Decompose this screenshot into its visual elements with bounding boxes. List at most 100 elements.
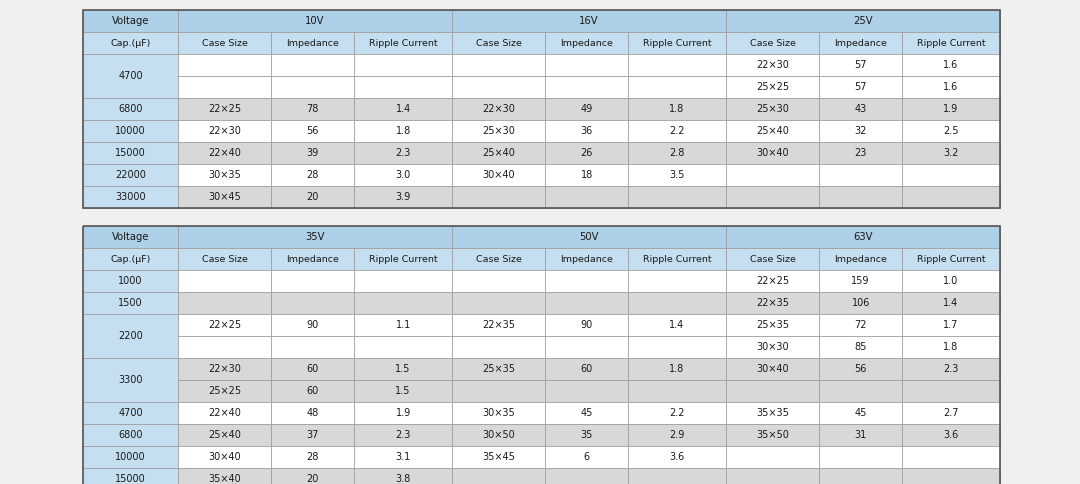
Bar bbox=[629, 98, 726, 120]
Text: 28: 28 bbox=[307, 170, 319, 180]
Bar bbox=[820, 468, 902, 484]
Bar bbox=[354, 142, 453, 164]
Text: 60: 60 bbox=[307, 386, 319, 396]
Text: Impedance: Impedance bbox=[834, 255, 887, 263]
Bar bbox=[902, 424, 1000, 446]
Text: 1.5: 1.5 bbox=[395, 364, 410, 374]
Text: Ripple Current: Ripple Current bbox=[643, 255, 712, 263]
Bar bbox=[453, 54, 545, 76]
Bar bbox=[354, 120, 453, 142]
Bar bbox=[629, 446, 726, 468]
Text: 31: 31 bbox=[854, 430, 867, 440]
Bar bbox=[453, 402, 545, 424]
Bar bbox=[178, 120, 271, 142]
Bar bbox=[453, 292, 545, 314]
Bar bbox=[820, 186, 902, 208]
Text: 30×40: 30×40 bbox=[756, 364, 789, 374]
Bar bbox=[453, 10, 726, 32]
Bar bbox=[83, 248, 178, 270]
Text: Impedance: Impedance bbox=[561, 255, 613, 263]
Bar bbox=[83, 186, 178, 208]
Bar bbox=[902, 270, 1000, 292]
Text: 20: 20 bbox=[307, 474, 319, 484]
Bar bbox=[271, 54, 354, 76]
Text: 2.2: 2.2 bbox=[670, 408, 685, 418]
Text: Case Size: Case Size bbox=[202, 255, 247, 263]
Bar bbox=[178, 54, 271, 76]
Bar bbox=[545, 336, 629, 358]
Bar bbox=[271, 120, 354, 142]
Text: 2.8: 2.8 bbox=[670, 148, 685, 158]
Bar bbox=[453, 358, 545, 380]
Bar bbox=[83, 402, 178, 424]
Bar bbox=[178, 292, 271, 314]
Bar bbox=[629, 142, 726, 164]
Text: 3.6: 3.6 bbox=[944, 430, 959, 440]
Text: 25×25: 25×25 bbox=[208, 386, 241, 396]
Bar bbox=[726, 402, 820, 424]
Bar bbox=[545, 292, 629, 314]
Text: 30×40: 30×40 bbox=[483, 170, 515, 180]
Text: Case Size: Case Size bbox=[750, 39, 796, 47]
Bar bbox=[178, 76, 271, 98]
Bar bbox=[354, 336, 453, 358]
Text: 15000: 15000 bbox=[116, 474, 146, 484]
Text: 30×50: 30×50 bbox=[483, 430, 515, 440]
Bar bbox=[83, 270, 178, 292]
Text: Impedance: Impedance bbox=[286, 39, 339, 47]
Text: 30×35: 30×35 bbox=[208, 170, 241, 180]
Text: 1.0: 1.0 bbox=[944, 276, 959, 286]
Text: 22×25: 22×25 bbox=[208, 320, 241, 330]
Bar bbox=[354, 32, 453, 54]
Bar bbox=[453, 186, 545, 208]
Bar bbox=[820, 98, 902, 120]
Bar bbox=[629, 186, 726, 208]
Text: 25×40: 25×40 bbox=[483, 148, 515, 158]
Text: Ripple Current: Ripple Current bbox=[917, 39, 985, 47]
Text: Cap.(μF): Cap.(μF) bbox=[110, 255, 151, 263]
Text: 36: 36 bbox=[581, 126, 593, 136]
Text: 1.9: 1.9 bbox=[395, 408, 410, 418]
Bar bbox=[354, 380, 453, 402]
Bar bbox=[178, 468, 271, 484]
Text: 3.1: 3.1 bbox=[395, 452, 410, 462]
Bar bbox=[820, 248, 902, 270]
Text: 1.8: 1.8 bbox=[395, 126, 410, 136]
Bar bbox=[545, 142, 629, 164]
Bar bbox=[726, 54, 820, 76]
Bar bbox=[820, 424, 902, 446]
Text: 60: 60 bbox=[581, 364, 593, 374]
Bar bbox=[726, 424, 820, 446]
Text: 22×35: 22×35 bbox=[756, 298, 789, 308]
Text: 2.2: 2.2 bbox=[670, 126, 685, 136]
Text: 22×40: 22×40 bbox=[208, 148, 241, 158]
Text: 1.8: 1.8 bbox=[944, 342, 959, 352]
Bar bbox=[453, 468, 545, 484]
Text: 45: 45 bbox=[854, 408, 867, 418]
Text: 35×50: 35×50 bbox=[756, 430, 789, 440]
Bar bbox=[820, 76, 902, 98]
Bar bbox=[271, 468, 354, 484]
Bar bbox=[820, 402, 902, 424]
Bar bbox=[83, 292, 178, 314]
Text: 3.0: 3.0 bbox=[395, 170, 410, 180]
Text: 85: 85 bbox=[854, 342, 867, 352]
Bar bbox=[178, 226, 453, 248]
Text: 10000: 10000 bbox=[116, 126, 146, 136]
Bar bbox=[271, 314, 354, 336]
Text: 50V: 50V bbox=[579, 232, 598, 242]
Bar bbox=[271, 424, 354, 446]
Bar bbox=[271, 164, 354, 186]
Text: 106: 106 bbox=[851, 298, 869, 308]
Bar bbox=[354, 314, 453, 336]
Bar bbox=[545, 98, 629, 120]
Bar bbox=[83, 10, 1000, 208]
Bar bbox=[629, 76, 726, 98]
Bar bbox=[726, 32, 820, 54]
Text: 2.3: 2.3 bbox=[395, 430, 410, 440]
Bar bbox=[726, 186, 820, 208]
Text: 35: 35 bbox=[581, 430, 593, 440]
Text: 3.6: 3.6 bbox=[670, 452, 685, 462]
Text: 90: 90 bbox=[307, 320, 319, 330]
Text: 25×25: 25×25 bbox=[756, 82, 789, 92]
